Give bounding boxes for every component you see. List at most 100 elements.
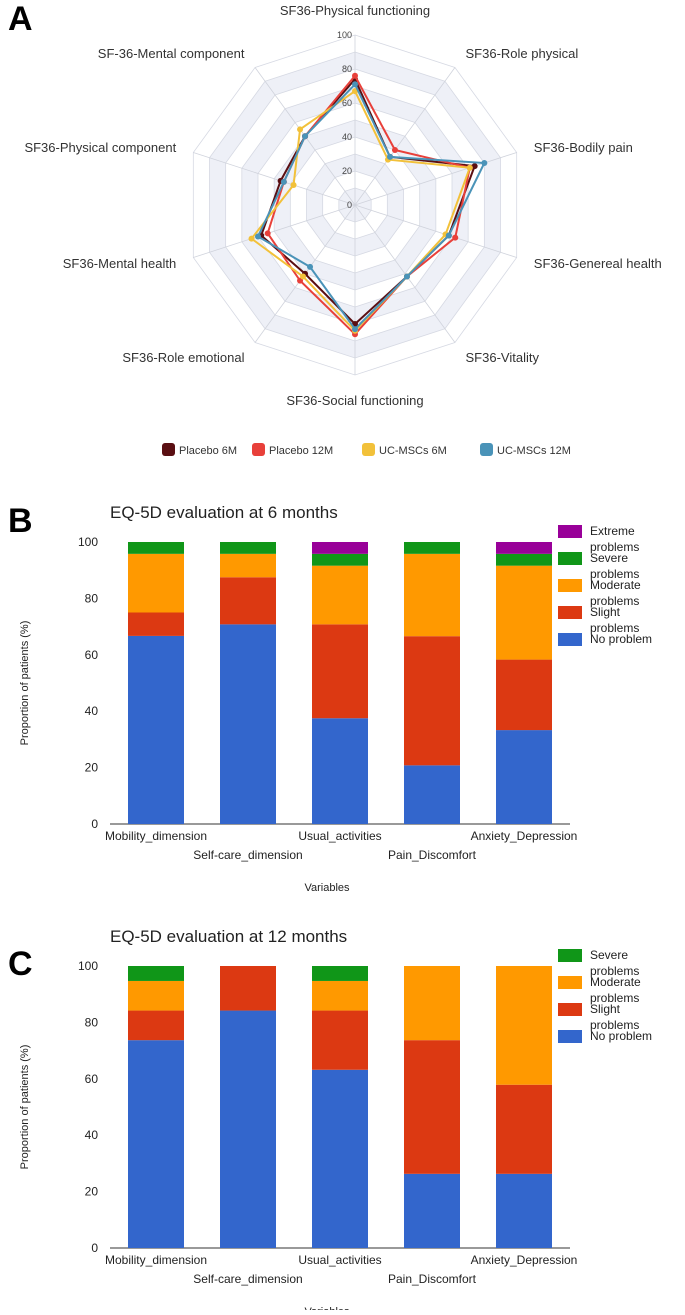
x-category-label: Mobility_dimension	[105, 829, 207, 843]
bar-segment	[128, 980, 184, 1011]
radar-axis-label: SF36-Vitality	[466, 350, 540, 365]
bar-segment	[312, 1010, 368, 1070]
legend-label: Moderate	[590, 975, 641, 989]
bar-segment	[312, 1069, 368, 1248]
legend-swatch	[362, 443, 375, 456]
legend-swatch	[558, 949, 582, 962]
radar-point	[452, 234, 459, 241]
bar-segment	[496, 730, 552, 824]
legend-swatch	[558, 976, 582, 989]
bar-segment	[220, 1010, 276, 1248]
legend-label: Severe	[590, 948, 628, 962]
radar-point	[290, 182, 297, 189]
bar-segment	[220, 577, 276, 625]
legend-label: UC-MSCs 12M	[497, 445, 571, 457]
radar-point	[352, 72, 358, 79]
bar-segment	[496, 542, 552, 554]
radar-tick-label: 100	[337, 30, 352, 40]
bar-segment	[128, 553, 184, 613]
bar-segment	[496, 659, 552, 731]
y-tick-label: 80	[85, 1015, 99, 1029]
x-category-label: Mobility_dimension	[105, 1253, 207, 1267]
bar-segment	[220, 542, 276, 554]
radar-point	[403, 273, 410, 280]
legend-label: problems	[590, 594, 639, 608]
radar-chart: 0 20 40 60 80 100 SF36-Physical functioning SF3…	[24, 3, 661, 457]
radar-point	[471, 163, 478, 170]
legend-swatch	[558, 1003, 582, 1016]
radar-point	[445, 232, 452, 239]
y-tick-label: 100	[78, 535, 98, 549]
legend-label: problems	[590, 1018, 639, 1032]
radar-axis-label: SF36-Physical component	[24, 140, 176, 155]
bar-segment	[128, 1040, 184, 1248]
radar-point	[481, 159, 488, 166]
legend-swatch	[558, 552, 582, 565]
radar-tick-label: 40	[342, 132, 352, 142]
legend-swatch	[558, 633, 582, 646]
bar-segment	[312, 565, 368, 625]
legend-label: problems	[590, 964, 639, 978]
bar-segment	[404, 765, 460, 824]
legend-label: problems	[590, 621, 639, 635]
legend-swatch	[558, 1030, 582, 1043]
bar-segment	[220, 624, 276, 824]
radar-axis-label: SF36-Role emotional	[122, 350, 244, 365]
radar-point	[300, 273, 307, 280]
radar-point	[352, 81, 358, 88]
y-tick-label: 20	[85, 1185, 99, 1199]
bar-segment	[496, 565, 552, 660]
radar-axis-label: SF36-Role physical	[466, 46, 579, 61]
bar-segment	[312, 624, 368, 719]
bar-chart-12-months: EQ-5D evaluation at 12 months 0 20 40 60 80 10…	[19, 927, 652, 1315]
bar-segment	[496, 553, 552, 566]
y-axis-label: Proportion of patients (%)	[19, 621, 31, 746]
radar-spoke	[193, 152, 356, 206]
bar-segment	[128, 542, 184, 554]
bar-segment	[496, 1173, 552, 1248]
legend-swatch	[162, 443, 175, 456]
y-tick-label: 20	[85, 761, 99, 775]
radar-point	[391, 146, 398, 153]
radar-point	[280, 178, 287, 185]
bar-segment	[128, 1010, 184, 1041]
radar-point	[264, 230, 271, 237]
x-axis-label: Variables	[304, 882, 350, 894]
bar-segment	[312, 542, 368, 554]
radar-point	[307, 263, 314, 270]
x-category-label: Usual_activities	[298, 1253, 381, 1267]
bar-segment	[128, 966, 184, 981]
x-axis-label: Variables	[304, 1306, 350, 1310]
legend-swatch	[480, 443, 493, 456]
legend-swatch	[558, 606, 582, 619]
legend-label: No problem	[590, 1029, 652, 1043]
y-tick-label: 0	[91, 1241, 98, 1255]
bar-segment	[496, 966, 552, 1085]
bar-segment	[404, 966, 460, 1041]
legend-swatch	[558, 525, 582, 538]
bar-segment	[128, 612, 184, 636]
radar-point	[297, 126, 304, 133]
radar-spoke	[354, 204, 517, 258]
radar-tick-label: 20	[342, 166, 352, 176]
x-category-label: Self-care_dimension	[193, 848, 302, 862]
x-category-label: Anxiety_Depression	[471, 829, 578, 843]
radar-point	[386, 153, 393, 160]
radar-spoke	[354, 152, 517, 206]
bar-segment	[128, 635, 184, 824]
legend-swatch	[252, 443, 265, 456]
legend-label: problems	[590, 991, 639, 1005]
bar-segment	[312, 553, 368, 566]
legend-label: Placebo 6M	[179, 445, 237, 457]
x-category-label: Anxiety_Depression	[471, 1253, 578, 1267]
x-category-label: Usual_activities	[298, 829, 381, 843]
radar-axis-label: SF36-Mental health	[63, 256, 176, 271]
radar-tick-label: 60	[342, 98, 352, 108]
legend-label: Slight	[590, 1002, 621, 1016]
radar-point	[297, 277, 304, 284]
radar-spoke	[193, 204, 356, 258]
radar-spoke	[354, 204, 456, 343]
radar-axis-label: SF36-Physical functioning	[280, 3, 430, 18]
bar-segment	[496, 1084, 552, 1174]
bar-segment	[404, 1040, 460, 1174]
